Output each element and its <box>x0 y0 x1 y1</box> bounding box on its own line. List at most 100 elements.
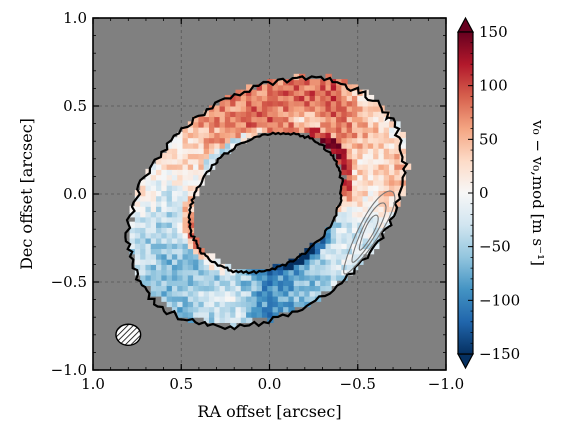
map-pixel <box>129 226 136 234</box>
map-pixel <box>166 174 173 181</box>
map-pixel <box>224 121 232 128</box>
map-pixel <box>346 131 353 139</box>
map-pixel <box>145 232 152 239</box>
map-pixel <box>341 163 348 170</box>
map-pixel <box>341 226 348 234</box>
map-pixel <box>134 232 142 239</box>
map-pixel <box>235 94 242 102</box>
map-pixel <box>214 137 221 144</box>
map-pixel <box>256 290 263 297</box>
map-pixel <box>251 116 258 123</box>
map-pixel <box>145 211 152 218</box>
map-pixel <box>177 195 184 202</box>
map-pixel <box>320 274 327 281</box>
map-pixel <box>299 274 306 281</box>
map-pixel <box>309 79 316 86</box>
map-pixel <box>156 242 163 250</box>
map-pixel <box>208 253 216 260</box>
map-pixel <box>150 189 158 197</box>
map-pixel <box>156 232 163 239</box>
map-pixel <box>224 100 232 107</box>
map-pixel <box>373 153 380 160</box>
map-pixel <box>394 168 401 176</box>
map-pixel <box>288 263 295 271</box>
map-pixel <box>214 121 221 128</box>
map-pixel <box>161 263 168 271</box>
map-pixel <box>261 110 269 118</box>
map-pixel <box>171 200 179 207</box>
map-pixel <box>293 84 301 91</box>
map-pixel <box>208 137 216 144</box>
map-pixel <box>330 126 338 133</box>
map-pixel <box>277 94 285 102</box>
map-pixel <box>277 121 285 128</box>
map-pixel <box>389 211 396 218</box>
map-pixel <box>134 205 142 213</box>
map-pixel <box>177 263 184 271</box>
map-pixel <box>373 100 380 107</box>
map-pixel <box>357 179 364 186</box>
map-pixel <box>383 121 391 128</box>
map-pixel <box>346 84 353 91</box>
map-pixel <box>156 189 163 197</box>
map-pixel <box>309 131 316 139</box>
map-pixel <box>156 163 163 170</box>
map-pixel <box>240 100 248 107</box>
map-pixel <box>341 211 348 218</box>
map-pixel <box>240 131 248 139</box>
map-pixel <box>357 216 364 223</box>
map-pixel <box>320 89 327 96</box>
map-pixel <box>357 205 364 213</box>
map-pixel <box>240 126 248 133</box>
map-pixel <box>389 179 396 186</box>
map-pixel <box>378 147 385 155</box>
map-pixel <box>309 100 316 107</box>
map-pixel <box>161 295 168 302</box>
map-pixel <box>214 279 221 287</box>
map-pixel <box>277 100 285 107</box>
map-pixel <box>182 253 189 260</box>
map-pixel <box>320 242 327 250</box>
map-pixel <box>214 263 221 271</box>
map-pixel <box>235 89 242 96</box>
map-pixel <box>288 94 295 102</box>
map-pixel <box>277 105 285 112</box>
map-pixel <box>166 221 173 228</box>
map-pixel <box>330 142 338 149</box>
map-pixel <box>187 269 195 276</box>
map-pixel <box>351 147 359 155</box>
map-pixel <box>378 205 385 213</box>
map-pixel <box>283 94 290 102</box>
map-pixel <box>346 253 353 260</box>
map-pixel <box>134 263 142 271</box>
map-pixel <box>325 253 332 260</box>
map-pixel <box>357 94 364 102</box>
map-pixel <box>193 306 200 313</box>
map-pixel <box>288 300 295 308</box>
map-pixel <box>134 216 142 223</box>
map-pixel <box>330 116 338 123</box>
map-pixel <box>314 100 322 107</box>
map-pixel <box>140 274 147 281</box>
map-pixel <box>346 100 353 107</box>
map-pixel <box>277 295 285 302</box>
map-pixel <box>272 110 279 118</box>
map-pixel <box>140 216 147 223</box>
map-pixel <box>182 258 189 265</box>
map-pixel <box>320 279 327 287</box>
map-pixel <box>187 147 195 155</box>
map-pixel <box>235 100 242 107</box>
map-pixel <box>351 121 359 128</box>
map-pixel <box>325 79 332 86</box>
map-pixel <box>304 269 311 276</box>
map-pixel <box>362 105 369 112</box>
map-pixel <box>325 269 332 276</box>
map-pixel <box>336 89 343 96</box>
map-pixel <box>351 142 359 149</box>
map-pixel <box>336 263 343 271</box>
map-pixel <box>177 174 184 181</box>
map-pixel <box>351 137 359 144</box>
map-pixel <box>256 300 263 308</box>
colorbar-tick-label: −50 <box>479 238 511 256</box>
map-pixel <box>357 184 364 191</box>
